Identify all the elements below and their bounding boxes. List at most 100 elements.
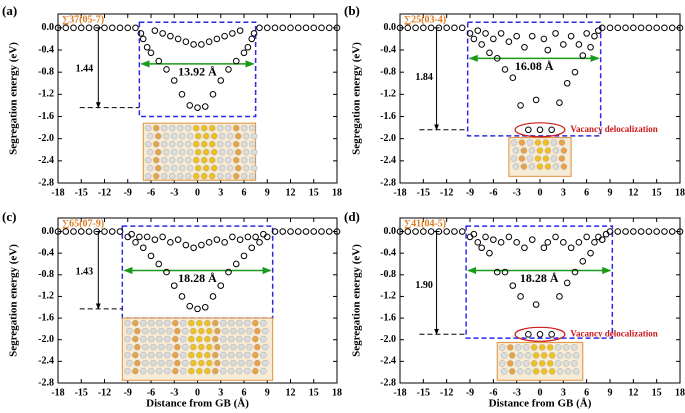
inset-atom	[563, 344, 570, 351]
x-tick-label: -15	[417, 387, 430, 398]
x-tick-label: 3	[218, 387, 223, 398]
inset-atom	[155, 132, 162, 140]
data-point	[451, 24, 458, 32]
y-tick-label: -1.6	[38, 312, 54, 323]
inset-atom	[558, 139, 566, 146]
inset-atom	[124, 319, 131, 327]
y-tick-label: -2.8	[38, 177, 54, 188]
data-point	[260, 230, 267, 238]
inset-atom	[517, 352, 524, 359]
inset-atom	[134, 359, 141, 367]
data-point	[318, 228, 325, 235]
inset-atom	[124, 335, 131, 343]
data-point	[451, 228, 458, 235]
data-point	[509, 74, 517, 82]
inset-atom	[142, 343, 149, 351]
inset-atom	[555, 360, 562, 367]
inset-atom	[236, 367, 243, 375]
inset-atom	[220, 335, 227, 343]
energy-label: 1.43	[76, 266, 94, 277]
inset-atom	[198, 359, 205, 367]
inset-atom	[244, 367, 251, 375]
inset-atom	[251, 164, 258, 172]
inset-atom	[219, 132, 226, 140]
inset-atom	[211, 148, 218, 156]
inset-atom	[195, 148, 202, 156]
inset-atom	[525, 352, 532, 359]
inset-atom	[190, 343, 197, 351]
data-point	[101, 24, 108, 32]
data-point	[132, 24, 139, 32]
inset-atom	[515, 360, 522, 367]
inset-atom	[536, 163, 544, 170]
data-point	[598, 24, 606, 32]
inset-atom	[163, 148, 170, 156]
inset-atom	[241, 140, 248, 148]
data-point	[486, 249, 493, 257]
inset-atom	[244, 335, 251, 343]
inset-atom	[195, 132, 202, 140]
data-point	[225, 268, 232, 276]
x-tick-label: 0	[195, 187, 200, 198]
inset-atom	[539, 360, 546, 367]
data-point	[571, 268, 579, 276]
inset-atom	[235, 148, 242, 156]
inset-atom	[150, 327, 157, 335]
data-point	[139, 244, 147, 252]
inset-atom	[227, 148, 234, 156]
inset-atom	[180, 335, 187, 343]
data-point	[645, 24, 653, 32]
data-point	[163, 268, 170, 276]
x-tick-label: 12	[628, 187, 638, 198]
data-point	[470, 35, 478, 43]
x-tick-label: 12	[628, 387, 638, 398]
data-point	[263, 233, 271, 241]
data-point	[668, 24, 676, 32]
inset-atom	[156, 335, 163, 343]
vacancy-note: Vacancy delocalization	[570, 124, 657, 134]
inset-atom	[150, 359, 157, 367]
y-tick-label: -0.8	[380, 269, 396, 280]
inset-atom	[220, 319, 227, 327]
inset-atom	[147, 164, 154, 172]
inset-atom	[249, 172, 256, 180]
inset-atom	[262, 359, 269, 367]
data-point	[159, 233, 166, 241]
data-point	[482, 30, 489, 37]
inset-atom	[246, 327, 253, 335]
inset-atom	[124, 351, 131, 359]
data-point	[167, 32, 174, 40]
data-point	[271, 228, 279, 235]
panel-label: (a)	[2, 3, 17, 18]
inset-atom	[145, 124, 152, 132]
inset-atom	[557, 368, 564, 375]
x-axis-label: Distance from GB (Å)	[146, 398, 249, 410]
data-point	[198, 41, 205, 48]
inset-atom	[260, 351, 267, 359]
data-point	[653, 228, 660, 235]
data-point	[540, 35, 548, 43]
inset-atom	[198, 327, 205, 335]
data-point	[143, 233, 151, 241]
data-point	[622, 228, 629, 235]
data-point	[482, 233, 489, 241]
inset-atom	[515, 344, 522, 351]
inset-atom	[204, 367, 211, 375]
x-tick-label: 6	[584, 387, 589, 398]
inset-atom	[571, 360, 578, 367]
inset-atom	[164, 351, 171, 359]
data-point	[240, 252, 248, 260]
inset-atom	[252, 335, 259, 343]
data-point	[536, 331, 544, 338]
inset-atom	[174, 327, 181, 335]
inset-atom	[262, 327, 269, 335]
x-tick-label: 3	[218, 187, 223, 198]
inset-atom	[262, 343, 269, 351]
inset-atom	[550, 155, 558, 162]
vacancy-oval	[514, 122, 566, 138]
data-point	[85, 24, 93, 32]
inset-atom	[201, 140, 208, 148]
data-point	[490, 35, 497, 43]
inset-atom	[142, 359, 149, 367]
x-tick-label: 15	[309, 387, 319, 398]
